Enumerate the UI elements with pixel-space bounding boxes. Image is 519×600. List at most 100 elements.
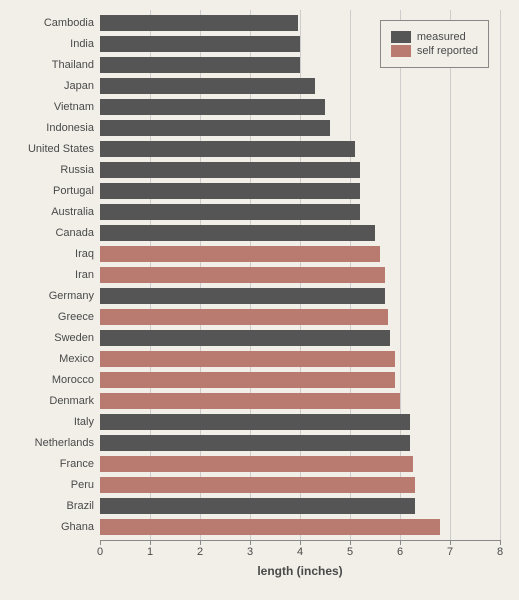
- bar-row: [100, 351, 395, 367]
- bar-row: [100, 498, 415, 514]
- y-axis-label: Ghana: [4, 519, 94, 535]
- legend-swatch: [391, 31, 411, 43]
- y-axis-label: Peru: [4, 477, 94, 493]
- bar: [100, 351, 395, 367]
- bar-row: [100, 372, 395, 388]
- bar: [100, 288, 385, 304]
- x-tick-label: 3: [247, 546, 253, 558]
- bar-row: [100, 162, 360, 178]
- bar-row: [100, 15, 298, 31]
- y-axis-label: Germany: [4, 288, 94, 304]
- x-tick: [400, 540, 401, 545]
- bar: [100, 57, 300, 73]
- bar: [100, 246, 380, 262]
- bar: [100, 414, 410, 430]
- bar: [100, 36, 300, 52]
- bar-row: [100, 246, 380, 262]
- y-axis-label: Russia: [4, 162, 94, 178]
- x-tick-label: 2: [197, 546, 203, 558]
- y-axis-label: Cambodia: [4, 15, 94, 31]
- x-tick-label: 0: [97, 546, 103, 558]
- legend-label: self reported: [417, 45, 478, 57]
- bar: [100, 15, 298, 31]
- x-tick-label: 7: [447, 546, 453, 558]
- bar: [100, 498, 415, 514]
- bar: [100, 78, 315, 94]
- y-axis-label: India: [4, 36, 94, 52]
- bar-row: [100, 414, 410, 430]
- y-axis-label: Netherlands: [4, 435, 94, 451]
- bar-row: [100, 183, 360, 199]
- x-tick-label: 5: [347, 546, 353, 558]
- x-tick: [450, 540, 451, 545]
- legend: measured self reported: [380, 20, 489, 68]
- bar-row: [100, 78, 315, 94]
- bar-row: [100, 477, 415, 493]
- bar: [100, 456, 413, 472]
- bar-row: [100, 141, 355, 157]
- bar-row: [100, 435, 410, 451]
- legend-swatch: [391, 45, 411, 57]
- x-tick-label: 4: [297, 546, 303, 558]
- x-tick-label: 6: [397, 546, 403, 558]
- y-axis-label: Portugal: [4, 183, 94, 199]
- bar: [100, 330, 390, 346]
- y-axis-label: Japan: [4, 78, 94, 94]
- y-axis-label: Thailand: [4, 57, 94, 73]
- x-tick: [500, 540, 501, 545]
- bar-row: [100, 519, 440, 535]
- y-axis-label: Morocco: [4, 372, 94, 388]
- bar: [100, 393, 400, 409]
- x-tick: [350, 540, 351, 545]
- bar: [100, 477, 415, 493]
- bar: [100, 519, 440, 535]
- bar-row: [100, 120, 330, 136]
- bar-container: [100, 10, 500, 540]
- x-tick-label: 1: [147, 546, 153, 558]
- y-axis-label: Greece: [4, 309, 94, 325]
- x-tick: [150, 540, 151, 545]
- x-axis-title: length (inches): [100, 564, 500, 578]
- y-axis-label: Italy: [4, 414, 94, 430]
- gridline: [500, 10, 501, 540]
- x-tick-label: 8: [497, 546, 503, 558]
- plot-area: [100, 10, 500, 540]
- x-tick: [250, 540, 251, 545]
- y-axis-label: France: [4, 456, 94, 472]
- y-axis-label: Denmark: [4, 393, 94, 409]
- y-axis-label: Sweden: [4, 330, 94, 346]
- y-axis-label: United States: [4, 141, 94, 157]
- bar: [100, 225, 375, 241]
- bar: [100, 267, 385, 283]
- bar-row: [100, 456, 413, 472]
- bar-row: [100, 309, 388, 325]
- bar-row: [100, 99, 325, 115]
- y-axis-label: Iraq: [4, 246, 94, 262]
- y-axis-label: Vietnam: [4, 99, 94, 115]
- bar: [100, 204, 360, 220]
- x-axis: 0 1 2 3 4 5 6 7 8 length (inches): [100, 540, 500, 580]
- y-axis-label: Brazil: [4, 498, 94, 514]
- bar: [100, 99, 325, 115]
- bar: [100, 141, 355, 157]
- bar-row: [100, 36, 300, 52]
- bar-row: [100, 225, 375, 241]
- bar: [100, 309, 388, 325]
- bar: [100, 372, 395, 388]
- x-tick: [300, 540, 301, 545]
- y-axis-label: Australia: [4, 204, 94, 220]
- bar-row: [100, 57, 300, 73]
- y-axis-label: Indonesia: [4, 120, 94, 136]
- bar-row: [100, 267, 385, 283]
- bar-row: [100, 393, 400, 409]
- bar: [100, 162, 360, 178]
- bar-row: [100, 288, 385, 304]
- bar-row: [100, 204, 360, 220]
- x-tick: [200, 540, 201, 545]
- legend-item: measured: [391, 31, 478, 43]
- bar: [100, 435, 410, 451]
- legend-item: self reported: [391, 45, 478, 57]
- legend-label: measured: [417, 31, 466, 43]
- bar: [100, 183, 360, 199]
- y-axis-label: Mexico: [4, 351, 94, 367]
